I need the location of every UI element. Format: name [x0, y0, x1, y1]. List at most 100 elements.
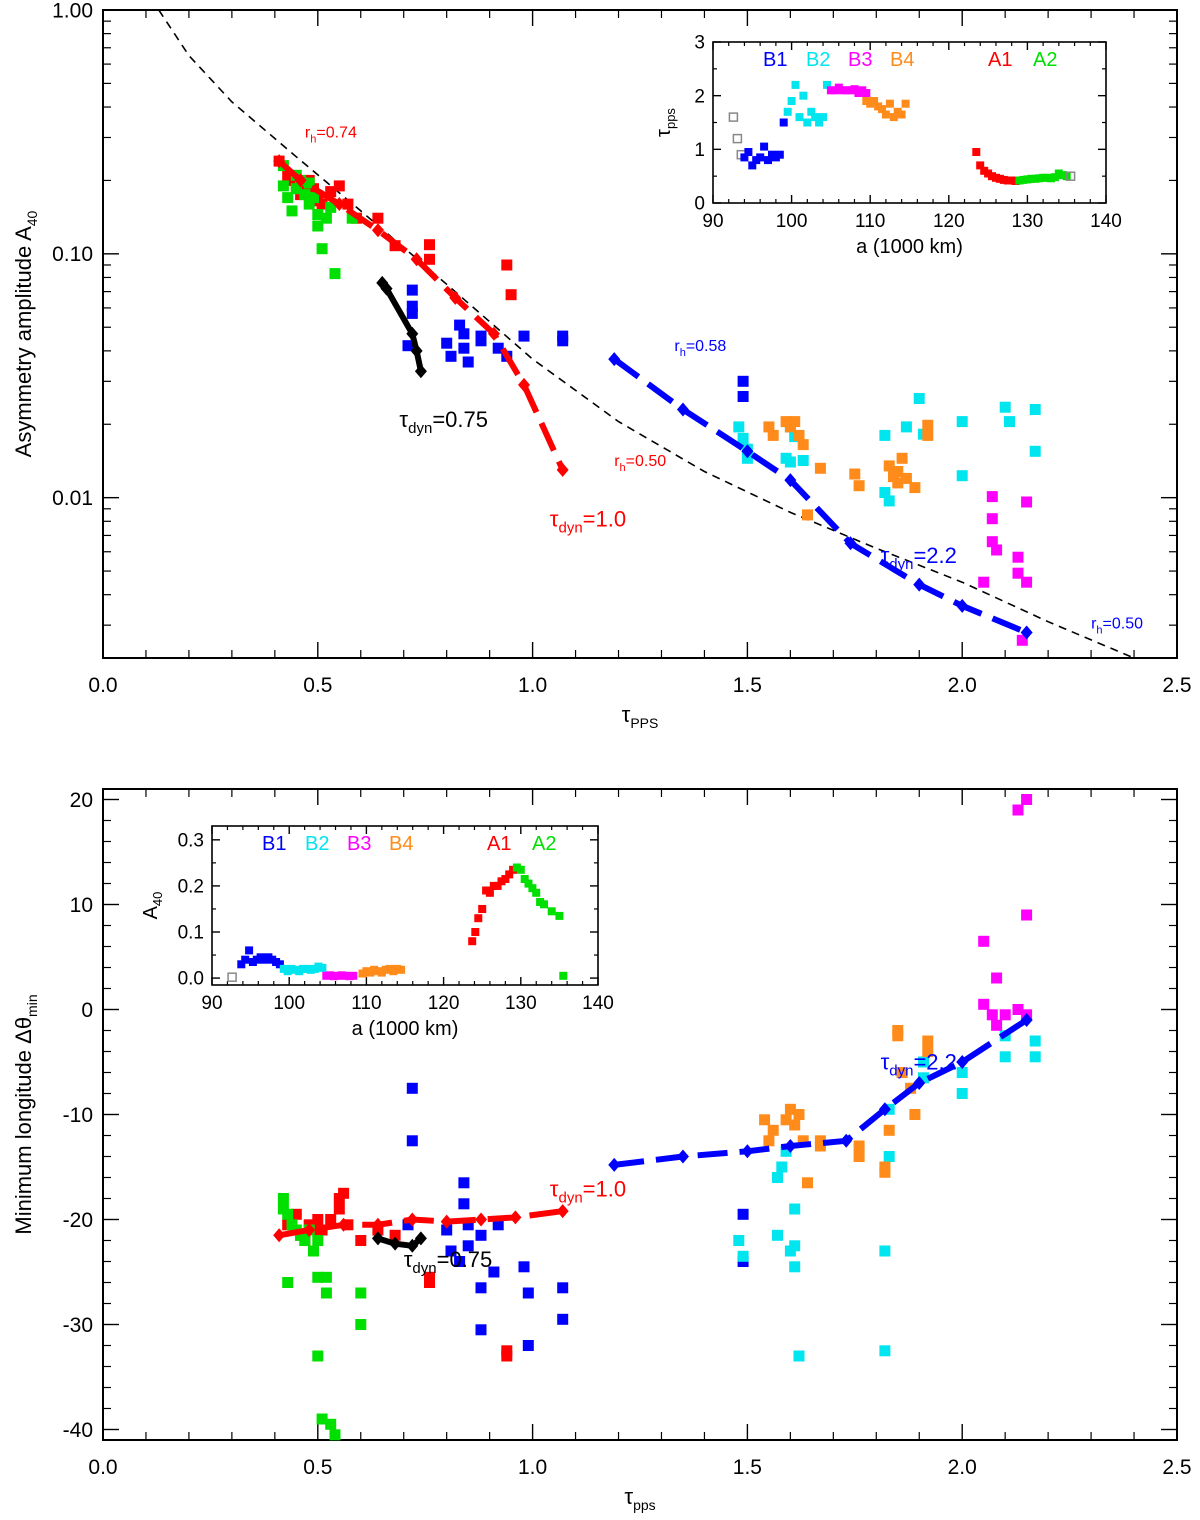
point-gray	[728, 112, 739, 122]
model-marker	[414, 1231, 427, 1246]
point-b4	[784, 421, 796, 433]
point-a2	[524, 879, 533, 888]
point-a1	[338, 1187, 350, 1199]
y-tick-label: -40	[63, 1419, 93, 1442]
point-b1	[518, 1261, 530, 1273]
x-tick-label: 110	[855, 211, 885, 232]
point-a1	[505, 870, 514, 879]
point-a2	[308, 1245, 319, 1257]
point-b2	[1029, 404, 1041, 415]
point-b2	[879, 487, 891, 498]
point-b4	[849, 468, 861, 480]
point-b2	[956, 416, 968, 428]
x-tick-label: 0.5	[303, 674, 332, 697]
point-b4	[802, 1177, 813, 1189]
point-b2	[795, 113, 804, 122]
point-a2	[320, 1287, 332, 1299]
model-marker	[406, 1212, 419, 1227]
point-b2	[772, 1229, 783, 1241]
point-b4	[892, 1030, 904, 1042]
inset-legend-a1: A1	[988, 49, 1012, 71]
point-b2	[1029, 445, 1041, 457]
point-b3	[1012, 551, 1024, 563]
model-marker	[844, 536, 857, 551]
annotation-symbol: τ	[399, 407, 408, 432]
point-a2	[355, 1319, 367, 1330]
annotation-subscript: h	[620, 462, 626, 474]
point-a1	[424, 239, 435, 251]
annotation-value: =0.50	[1103, 616, 1144, 633]
point-a2	[277, 180, 289, 192]
point-a1	[372, 212, 384, 224]
point-a2	[559, 971, 568, 980]
point-b4	[397, 965, 406, 974]
point-b1	[492, 342, 504, 354]
point-b1	[458, 328, 470, 340]
point-b1	[756, 153, 765, 162]
point-b2	[1004, 416, 1015, 428]
point-b2	[918, 1072, 929, 1084]
x-tick-label: 1.0	[518, 674, 547, 697]
point-a2	[277, 1193, 289, 1204]
annotation-subscript: h	[680, 347, 686, 359]
point-a1	[976, 161, 985, 170]
point-b3	[1021, 909, 1033, 921]
model-marker	[741, 1144, 754, 1159]
top-chart: 0.0 0.5 1.0 1.5 2.0 2.50.010.101.00rh=0.74τdy…	[11, 0, 1192, 731]
point-b1	[402, 1219, 414, 1231]
point-b4	[767, 1124, 779, 1136]
point-b2	[815, 118, 824, 127]
point-a1	[501, 1350, 513, 1362]
model-marker	[406, 1238, 419, 1253]
inset-legend-a2: A2	[1033, 49, 1057, 71]
point-b1	[764, 156, 772, 165]
x-tick-label: 2.5	[1162, 1456, 1191, 1479]
point-b4	[759, 1114, 771, 1126]
plot-frame	[211, 825, 599, 986]
point-b4	[879, 1166, 891, 1178]
point-b3	[1012, 804, 1024, 816]
model-marker	[414, 364, 427, 379]
point-b4	[784, 1103, 796, 1115]
point-b2	[318, 963, 327, 972]
model-line	[612, 356, 1028, 636]
point-a2	[555, 911, 564, 920]
plot-frame	[102, 9, 1178, 659]
x-tick-label: 2.5	[1162, 674, 1191, 697]
y-tick-label: -20	[63, 1209, 93, 1232]
point-b1	[737, 1208, 749, 1220]
point-b2	[913, 393, 925, 404]
inset-legend-b4: B4	[389, 833, 413, 855]
model-marker	[741, 444, 754, 459]
point-b3	[978, 576, 990, 588]
point-a1	[389, 1229, 401, 1241]
x-tick-label: 0.5	[303, 1456, 332, 1479]
annotation-subscript: h	[310, 133, 316, 145]
point-b4	[793, 429, 805, 441]
point-b2	[772, 1172, 783, 1183]
point-b2	[1029, 1051, 1041, 1063]
point-b4	[767, 429, 779, 441]
point-b1	[241, 955, 250, 964]
point-a1	[485, 888, 494, 897]
point-b4	[763, 421, 775, 433]
point-a1	[474, 914, 483, 923]
point-a1	[355, 1235, 367, 1246]
point-b1	[406, 1082, 418, 1094]
model-marker	[294, 173, 307, 188]
annotation-label: τdyn=1.0	[550, 507, 626, 537]
inset-legend-b4: B4	[890, 49, 914, 71]
point-b2	[780, 452, 792, 464]
x-axis-title-symbol: τ	[624, 1484, 633, 1509]
point-b1	[275, 960, 284, 969]
point-b4	[922, 419, 934, 431]
point-a2	[312, 1271, 324, 1283]
point-b3	[1021, 576, 1033, 588]
point-a2	[282, 1277, 294, 1288]
model-marker	[913, 1076, 926, 1090]
point-a1	[342, 198, 354, 210]
inset-y-axis-title-subscript: pps	[663, 108, 678, 129]
point-b2	[999, 1051, 1011, 1063]
y-tick-label: 1.00	[52, 0, 93, 22]
point-b3	[1021, 794, 1033, 805]
